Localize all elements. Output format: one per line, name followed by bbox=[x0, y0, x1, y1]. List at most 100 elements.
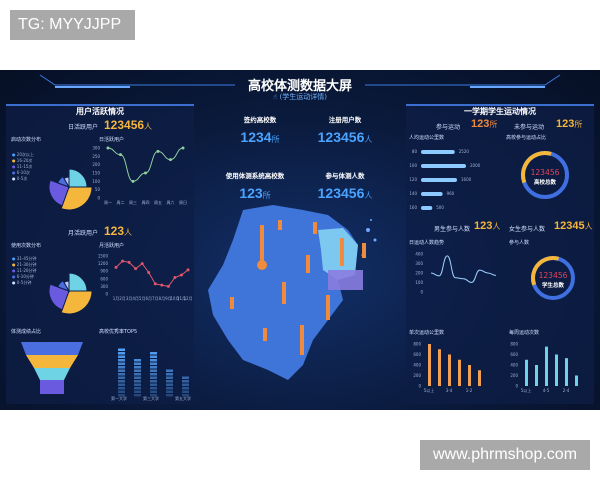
legend-item[interactable]: ● 31-45分钟 bbox=[12, 256, 36, 262]
hbar-category: 100 bbox=[409, 163, 417, 168]
top5-bar-segment bbox=[182, 387, 189, 390]
ring-label: 高校总数 bbox=[534, 178, 557, 186]
hbar-bar bbox=[421, 192, 443, 196]
legend-dot: ● bbox=[12, 152, 16, 157]
right-panel: 一学期学生运动情况 参与运动 123所 未参与运动 123所 人均运动公里数 高… bbox=[406, 104, 594, 404]
notjoined-value: 123所 bbox=[556, 118, 583, 130]
data-point bbox=[127, 260, 131, 264]
hbar-title: 人均运动公里数 bbox=[409, 135, 445, 141]
stat-label: 签约高校数 bbox=[243, 116, 277, 124]
right-panel-title: 一学期学生运动情况 bbox=[464, 107, 536, 116]
map-bars bbox=[230, 220, 366, 355]
province-map[interactable] bbox=[203, 200, 403, 400]
funnel-chart bbox=[21, 342, 83, 394]
male-label: 男生参与人数 bbox=[434, 226, 471, 233]
ring-progress bbox=[531, 256, 575, 300]
top5-bar-segment bbox=[134, 383, 141, 386]
x-tick-label: 11月 bbox=[177, 296, 186, 301]
top5-bar-segment bbox=[118, 362, 125, 365]
legend-label: 0-5分钟 bbox=[16, 280, 32, 285]
female-label: 女生参与人数 bbox=[509, 226, 546, 233]
top5-bar-segment bbox=[134, 390, 141, 393]
top5-bar-segment bbox=[118, 348, 125, 351]
data-point bbox=[169, 158, 172, 162]
joined-value: 123所 bbox=[471, 118, 498, 130]
x-tick-label: 10月 bbox=[170, 296, 179, 301]
top5-bar-segment bbox=[118, 366, 125, 369]
legend-item[interactable]: ● 11-20分钟 bbox=[12, 268, 36, 274]
legend-item[interactable]: ● 16-20次 bbox=[12, 158, 34, 164]
stat-value: 123456人 bbox=[317, 129, 373, 145]
y-tick-label: 1500 bbox=[98, 254, 109, 259]
legend-item[interactable]: ● 0-5次 bbox=[12, 176, 34, 182]
top5-bar-segment bbox=[150, 376, 157, 379]
hbar-value: 960 bbox=[447, 191, 455, 196]
x-tick-label: 8月 bbox=[159, 296, 166, 301]
x-tick-label: 3-4 bbox=[446, 388, 453, 393]
data-point bbox=[121, 259, 125, 263]
legend-item[interactable]: ● 6-10次 bbox=[12, 170, 34, 176]
hand-pointer-icon: ☝ bbox=[273, 93, 278, 101]
hbar-value: 2520 bbox=[459, 149, 470, 154]
stat-card: 注册用户数 123456人 bbox=[300, 114, 390, 145]
pie-slice bbox=[63, 176, 70, 189]
legend-item[interactable]: ● 20次以上 bbox=[12, 152, 34, 158]
top5-title: 高校优秀率TOP5 bbox=[99, 329, 138, 335]
y-tick-label: 400 bbox=[413, 363, 421, 368]
trend-chart: 0 100 200 300 400 bbox=[415, 252, 497, 295]
legend-label: 21-30分钟 bbox=[16, 262, 37, 267]
top5-label: 第三大学 bbox=[143, 396, 159, 401]
data-point bbox=[186, 268, 190, 272]
hbar-bar bbox=[421, 178, 457, 182]
legend-dot: ● bbox=[12, 176, 16, 181]
top5-bar-segment bbox=[166, 373, 173, 376]
top5-bar-segment bbox=[134, 359, 141, 362]
legend-label: 6-10次 bbox=[16, 170, 30, 175]
hbar-bar bbox=[421, 150, 455, 154]
top5-bar-segment bbox=[150, 380, 157, 383]
top5-bar-segment bbox=[134, 373, 141, 376]
pie-slice bbox=[48, 179, 70, 207]
top5-bar-segment bbox=[182, 383, 189, 386]
top5-bar-segment bbox=[166, 390, 173, 393]
data-point bbox=[114, 265, 118, 269]
bar bbox=[458, 359, 461, 386]
legend-item[interactable]: ● 11-15次 bbox=[12, 164, 34, 170]
hbar-value: 2000 bbox=[470, 163, 481, 168]
y-tick-label: 0 bbox=[97, 196, 100, 201]
legend-dot: ● bbox=[12, 268, 16, 273]
y-tick-label: 600 bbox=[100, 276, 108, 281]
bar2-title: 每周运动次数 bbox=[509, 330, 540, 336]
data-point bbox=[153, 282, 157, 286]
data-point bbox=[119, 153, 122, 157]
legend-item[interactable]: ● 6-10分钟 bbox=[12, 274, 36, 280]
y-tick-label: 0 bbox=[105, 292, 108, 297]
legend-item[interactable]: ● 21-30分钟 bbox=[12, 262, 36, 268]
top5-bar-segment bbox=[118, 380, 125, 383]
legend-label: 0-5次 bbox=[16, 176, 28, 181]
subtitle-link[interactable]: ☝ (学生运动详情) bbox=[200, 92, 400, 102]
y-tick-label: 100 bbox=[92, 179, 100, 184]
male-value: 123人 bbox=[474, 220, 501, 232]
watermark-top: TG: MYYJJPP bbox=[10, 10, 135, 40]
pie-slice bbox=[48, 283, 70, 311]
data-point bbox=[181, 146, 185, 150]
bar bbox=[575, 375, 578, 386]
stat-card: 使用体测系统高校数 123所 bbox=[210, 170, 300, 201]
legend-dot: ● bbox=[12, 170, 16, 175]
y-tick-label: 200 bbox=[413, 373, 421, 378]
top5-bar-segment bbox=[134, 380, 141, 383]
top5-bar-segment bbox=[182, 390, 189, 393]
top5-bar-segment bbox=[150, 352, 157, 355]
legend-item[interactable]: ● 0-5分钟 bbox=[12, 280, 36, 286]
top5-bar-segment bbox=[118, 390, 125, 393]
x-tick-label: 6月 bbox=[145, 296, 152, 301]
subtitle-text: (学生运动详情) bbox=[279, 93, 327, 101]
funnel-title: 体测成绩占比 bbox=[11, 329, 42, 335]
line2-title: 月活跃用户 bbox=[99, 243, 125, 249]
ring-value: 123456 bbox=[539, 271, 568, 280]
top5-bar-segment bbox=[166, 380, 173, 383]
y-tick-label: 200 bbox=[415, 271, 423, 276]
top5-bar-segment bbox=[118, 387, 125, 390]
y-tick-label: 0 bbox=[515, 384, 518, 389]
